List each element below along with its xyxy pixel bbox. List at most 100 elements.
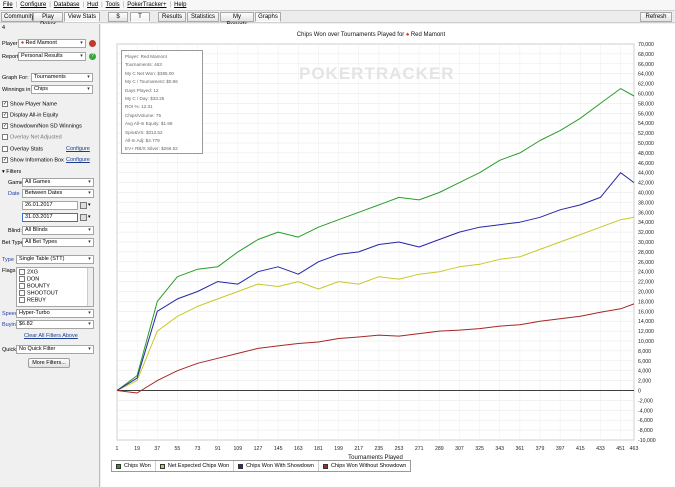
x-tick-label: 235	[375, 446, 384, 452]
x-tick-label: 37	[154, 446, 160, 452]
chevron-down-icon[interactable]: ▾	[88, 214, 91, 220]
flag-shootout[interactable]: SHOOTOUT	[19, 290, 58, 296]
blind-select[interactable]: All Blinds ▾	[22, 226, 94, 235]
refresh-button[interactable]: Refresh	[640, 12, 672, 22]
tab-results[interactable]: Results	[158, 12, 186, 22]
buyin-select[interactable]: $6.82 ▾	[16, 320, 94, 329]
flags-label: Flags	[2, 268, 16, 274]
player-avatar-icon[interactable]	[89, 40, 96, 47]
flag-don[interactable]: DON	[19, 276, 39, 282]
y-tick-label: 32,000	[638, 230, 654, 236]
legend-item[interactable]: Chips Won Without Showdown	[319, 461, 410, 471]
calendar-icon[interactable]	[80, 202, 87, 209]
y-tick-label: 64,000	[638, 72, 654, 78]
legend-item[interactable]: Chips Won With Showdown	[234, 461, 319, 471]
quick-filter-select[interactable]: No Quick Filter ▾	[16, 345, 94, 354]
x-tick-label: 217	[354, 446, 363, 452]
legend-swatch	[116, 463, 121, 469]
player-select[interactable]: ♠ Red Mamont ▾	[18, 39, 86, 48]
check-overlay-stats[interactable]: Overlay Stats	[2, 146, 43, 152]
series-line	[116, 216, 635, 391]
winnings-in-label: Winnings in:	[2, 87, 32, 93]
report-select[interactable]: Personal Results ▾	[18, 52, 86, 61]
flags-list[interactable]: 2XG DON BOUNTY SHOOTOUT REBUY	[16, 267, 94, 307]
results-chart[interactable]: -10,000 -8,000 -6,000 -4,000 -2,000 0 2,000 4,0…	[101, 24, 675, 487]
flags-scrollbar[interactable]	[87, 268, 93, 306]
y-tick-label: 40,000	[638, 191, 654, 197]
y-tick-label: 10,000	[638, 339, 654, 345]
checkbox-unchecked[interactable]	[2, 146, 8, 152]
y-tick-label: 56,000	[638, 111, 654, 117]
checkbox-checked[interactable]: ✓	[2, 157, 8, 163]
date-from-input[interactable]: 26.01.2017	[22, 201, 78, 210]
report-help-icon[interactable]: ?	[89, 53, 96, 60]
y-tick-label: 42,000	[638, 181, 654, 187]
tab-tournament[interactable]: T	[130, 12, 150, 22]
checkbox-unchecked[interactable]	[2, 134, 8, 140]
date-select[interactable]: Between Dates ▾	[22, 189, 94, 198]
type-select[interactable]: Single Table (STT) ▾	[16, 255, 94, 264]
checkbox-checked[interactable]: ✓	[2, 101, 8, 107]
legend-label: Chips Won Without Showdown	[330, 463, 407, 469]
flag-2xg[interactable]: 2XG	[19, 269, 38, 275]
menu-hud[interactable]: Hud	[87, 2, 99, 8]
player-select-value: Red Mamont	[25, 40, 57, 46]
legend-item[interactable]: Net Expected Chips Won	[156, 461, 235, 471]
tab-community[interactable]: Community	[1, 12, 34, 22]
report-select-value: Personal Results	[21, 53, 63, 59]
info-box-line: ROI %: 12.31	[125, 104, 153, 110]
x-tick-label: 463	[630, 446, 639, 452]
flag-rebuy[interactable]: REBUY	[19, 297, 46, 303]
checkbox-checked[interactable]: ✓	[2, 123, 8, 129]
x-tick-label: 307	[455, 446, 464, 452]
menu-file[interactable]: File	[3, 2, 13, 8]
check-show-info-box[interactable]: ✓ Show Information Box	[2, 157, 64, 164]
tab-view-stats[interactable]: View Stats	[64, 12, 100, 22]
tab-cash[interactable]: $	[108, 12, 128, 22]
x-tick-label: 1	[116, 446, 119, 452]
more-filters-button[interactable]: More Filters...	[28, 358, 70, 368]
tab-statistics[interactable]: Statistics	[187, 12, 219, 22]
flag-bounty[interactable]: BOUNTY	[19, 283, 50, 289]
check-display-all-in-equity[interactable]: ✓ Display All-in Equity	[2, 112, 59, 119]
x-tick-label: 451	[616, 446, 625, 452]
menu-database[interactable]: Database	[53, 2, 80, 8]
x-tick-label: 55	[175, 446, 181, 452]
menu-tools[interactable]: Tools	[105, 2, 120, 8]
menu-pokertracker-plus[interactable]: PokerTracker+	[127, 2, 167, 8]
check-show-player-name[interactable]: ✓ Show Player Name	[2, 101, 58, 108]
y-tick-label: 6,000	[638, 359, 651, 365]
info-box-configure-link[interactable]: Configure	[66, 157, 90, 163]
check-overlay-net-adjusted[interactable]: Overlay Net Adjusted	[2, 134, 62, 140]
legend-item[interactable]: Chips Won	[112, 461, 156, 471]
x-tick-label: 433	[596, 446, 605, 452]
filters-header[interactable]: ▾ Filters	[2, 169, 22, 175]
clear-all-filters-link[interactable]: Clear All Filters Above	[24, 333, 78, 339]
legend-swatch	[238, 463, 244, 469]
date-to-input[interactable]: 31.03.2017	[22, 213, 78, 222]
y-tick-label: 30,000	[638, 240, 654, 246]
game-select[interactable]: All Games ▾	[22, 178, 94, 187]
y-tick-label: 2,000	[638, 379, 651, 385]
speed-select[interactable]: Hyper-Turbo ▾	[16, 309, 94, 318]
bet-type-select[interactable]: All Bet Types ▾	[22, 238, 94, 247]
tab-play-poker[interactable]: Play Poker	[33, 12, 63, 28]
check-showdown-winnings[interactable]: ✓ Showdown/Non SD Winnings	[2, 123, 82, 130]
y-tick-label: 54,000	[638, 121, 654, 127]
graph-for-select[interactable]: Tournaments ▾	[31, 73, 93, 82]
tab-graphs[interactable]: Graphs	[255, 12, 281, 22]
legend-label: Chips Won With Showdown	[246, 463, 314, 469]
chevron-down-icon[interactable]: ▾	[88, 202, 91, 208]
checkbox-checked[interactable]: ✓	[2, 112, 8, 118]
y-tick-label: -10,000	[638, 438, 656, 444]
x-tick-label: 289	[435, 446, 444, 452]
tab-my-reports[interactable]: My Reports	[220, 12, 254, 28]
menu-help[interactable]: Help	[174, 2, 187, 8]
menu-configure[interactable]: Configure	[20, 2, 47, 8]
info-box-line: EV+ RB/S Silver: $266.52	[125, 146, 178, 152]
calendar-icon[interactable]	[80, 214, 87, 221]
y-tick-label: 44,000	[638, 171, 654, 177]
overlay-stats-configure-link[interactable]: Configure	[66, 146, 90, 152]
legend-swatch	[322, 463, 328, 469]
winnings-in-select[interactable]: Chips ▾	[31, 85, 93, 94]
